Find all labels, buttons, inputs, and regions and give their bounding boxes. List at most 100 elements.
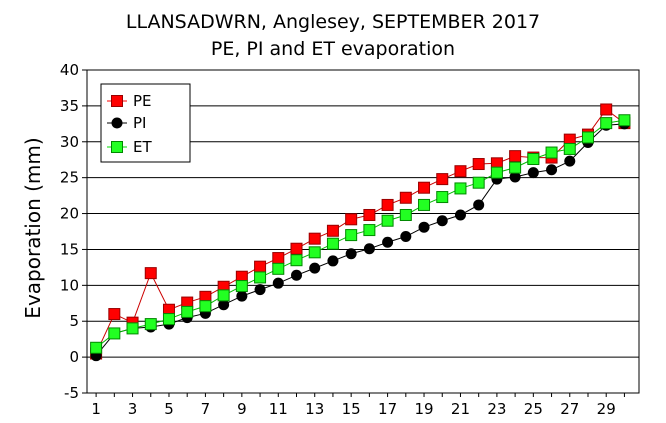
y-tick-label: -5	[64, 384, 79, 402]
legend-item-pi: PI	[107, 114, 146, 132]
legend-label-et: ET	[133, 138, 152, 156]
data-point-pe	[399, 191, 412, 204]
data-point-pi	[436, 215, 448, 227]
legend-marker-pi	[111, 117, 123, 129]
data-point-et	[418, 198, 431, 211]
plot-frame	[86, 69, 640, 394]
data-point-pi	[527, 167, 539, 179]
y-axis-ticks: -5 0 5 10 15 20 25 30 35 40	[60, 61, 87, 402]
data-point-et	[618, 114, 631, 127]
x-tick-label: 25	[524, 400, 543, 418]
y-tick-label: 30	[60, 133, 79, 151]
series-et	[90, 114, 631, 354]
legend: PE PI ET	[100, 83, 191, 163]
x-tick-label: 17	[378, 400, 397, 418]
x-tick-label: 7	[201, 400, 211, 418]
data-point-et	[363, 224, 376, 237]
x-tick-label: 11	[269, 400, 288, 418]
x-tick-label: 27	[560, 400, 579, 418]
data-point-et	[545, 146, 558, 159]
y-axis-label: Evaporation (mm)	[21, 137, 45, 318]
data-point-et	[308, 246, 321, 259]
data-point-pe	[600, 103, 613, 116]
data-point-pi	[272, 277, 284, 289]
data-point-et	[472, 176, 485, 189]
data-point-et	[126, 322, 139, 335]
data-point-pe	[144, 267, 157, 280]
y-tick-label: 10	[60, 276, 79, 294]
data-point-pe	[454, 165, 467, 178]
data-point-pi	[254, 284, 266, 296]
data-point-et	[90, 341, 103, 354]
data-point-pi	[509, 171, 521, 183]
data-point-pe	[472, 158, 485, 171]
data-point-pi	[382, 236, 394, 248]
data-point-pe	[254, 260, 267, 273]
data-point-pe	[272, 252, 285, 265]
chart-title: LLANSADWRN, Anglesey, SEPTEMBER 2017	[126, 11, 540, 33]
data-point-et	[509, 161, 522, 174]
x-tick-label: 29	[597, 400, 616, 418]
x-tick-label: 13	[305, 400, 324, 418]
data-point-et	[345, 229, 358, 242]
data-point-et	[436, 191, 449, 204]
data-point-pi	[473, 199, 485, 211]
legend-label-pe: PE	[133, 92, 152, 110]
data-point-pe	[308, 232, 321, 245]
data-point-pi	[291, 269, 303, 281]
x-tick-label: 9	[237, 400, 247, 418]
legend-marker-et	[111, 141, 123, 153]
data-point-et	[326, 237, 339, 250]
data-point-pe	[418, 181, 431, 194]
data-point-pi	[309, 262, 321, 274]
y-tick-label: 40	[60, 61, 79, 79]
x-axis-ticks: 1 3 5 7 9 11 13 15 17 19 21 23 25 27 29	[91, 393, 625, 418]
series-layer	[90, 103, 631, 362]
data-point-pi	[327, 255, 339, 267]
data-point-pi	[454, 209, 466, 221]
data-point-pi	[363, 243, 375, 255]
data-point-pe	[326, 224, 339, 237]
data-point-pe	[290, 242, 303, 255]
data-point-et	[144, 318, 157, 331]
data-point-pi	[546, 164, 558, 176]
data-point-et	[399, 208, 412, 221]
x-tick-label: 3	[128, 400, 138, 418]
y-tick-label: 20	[60, 205, 79, 223]
x-tick-label: 19	[414, 400, 433, 418]
data-point-et	[581, 131, 594, 144]
data-point-pe	[108, 308, 121, 321]
data-point-pe	[363, 208, 376, 221]
data-point-et	[490, 166, 503, 179]
data-point-pi	[400, 231, 412, 243]
data-point-et	[527, 153, 540, 166]
data-point-pi	[236, 290, 248, 302]
data-point-et	[181, 305, 194, 318]
y-tick-label: 0	[69, 348, 79, 366]
data-point-et	[254, 271, 267, 284]
x-tick-label: 23	[487, 400, 506, 418]
legend-item-pe: PE	[107, 92, 152, 110]
data-point-pi	[418, 221, 430, 233]
data-point-et	[162, 313, 175, 326]
data-point-pe	[345, 213, 358, 226]
y-tick-label: 5	[69, 312, 79, 330]
data-point-et	[381, 214, 394, 227]
data-point-pi	[345, 248, 357, 260]
x-tick-label: 15	[342, 400, 361, 418]
legend-marker-pe	[111, 95, 123, 107]
data-point-et	[600, 117, 613, 130]
data-point-et	[563, 142, 576, 155]
y-tick-label: 15	[60, 240, 79, 258]
x-tick-label: 21	[451, 400, 470, 418]
y-tick-label: 25	[60, 169, 79, 187]
chart-subtitle: PE, PI and ET evaporation	[211, 38, 455, 60]
data-point-et	[217, 289, 230, 302]
data-point-pe	[509, 150, 522, 163]
data-point-pi	[218, 299, 230, 311]
data-point-pe	[381, 198, 394, 211]
x-tick-label: 5	[164, 400, 174, 418]
data-point-et	[199, 300, 212, 313]
data-point-et	[290, 254, 303, 267]
